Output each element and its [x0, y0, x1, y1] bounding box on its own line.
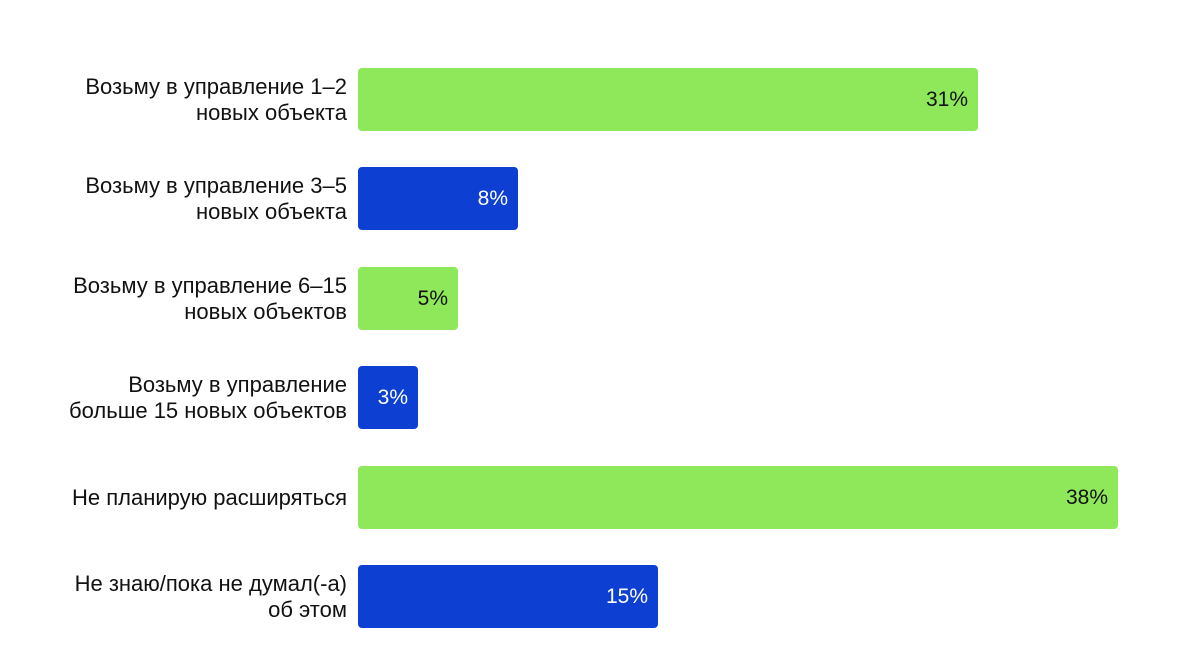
bar-value-label: 15%	[605, 584, 648, 608]
bar	[358, 366, 418, 429]
category-label: Возьму в управление больше 15 новых объек…	[69, 371, 347, 423]
bar	[358, 466, 1118, 529]
bar	[358, 167, 518, 230]
bar-value-label: 38%	[1065, 485, 1108, 509]
bar-value-label: 8%	[477, 186, 508, 210]
bar	[358, 267, 458, 330]
category-label: Возьму в управление 6–15 новых объектов	[73, 272, 347, 324]
category-label: Возьму в управление 1–2 новых объекта	[85, 73, 347, 125]
bar-value-label: 5%	[417, 286, 448, 310]
category-label: Возьму в управление 3–5 новых объекта	[85, 172, 347, 224]
bar-value-label: 31%	[925, 87, 968, 111]
bar	[358, 565, 658, 628]
bar	[358, 68, 978, 131]
bar-value-label: 3%	[377, 385, 408, 409]
category-label: Не знаю/пока не думал(-а) об этом	[74, 570, 347, 622]
category-label: Не планирую расширяться	[71, 484, 347, 510]
